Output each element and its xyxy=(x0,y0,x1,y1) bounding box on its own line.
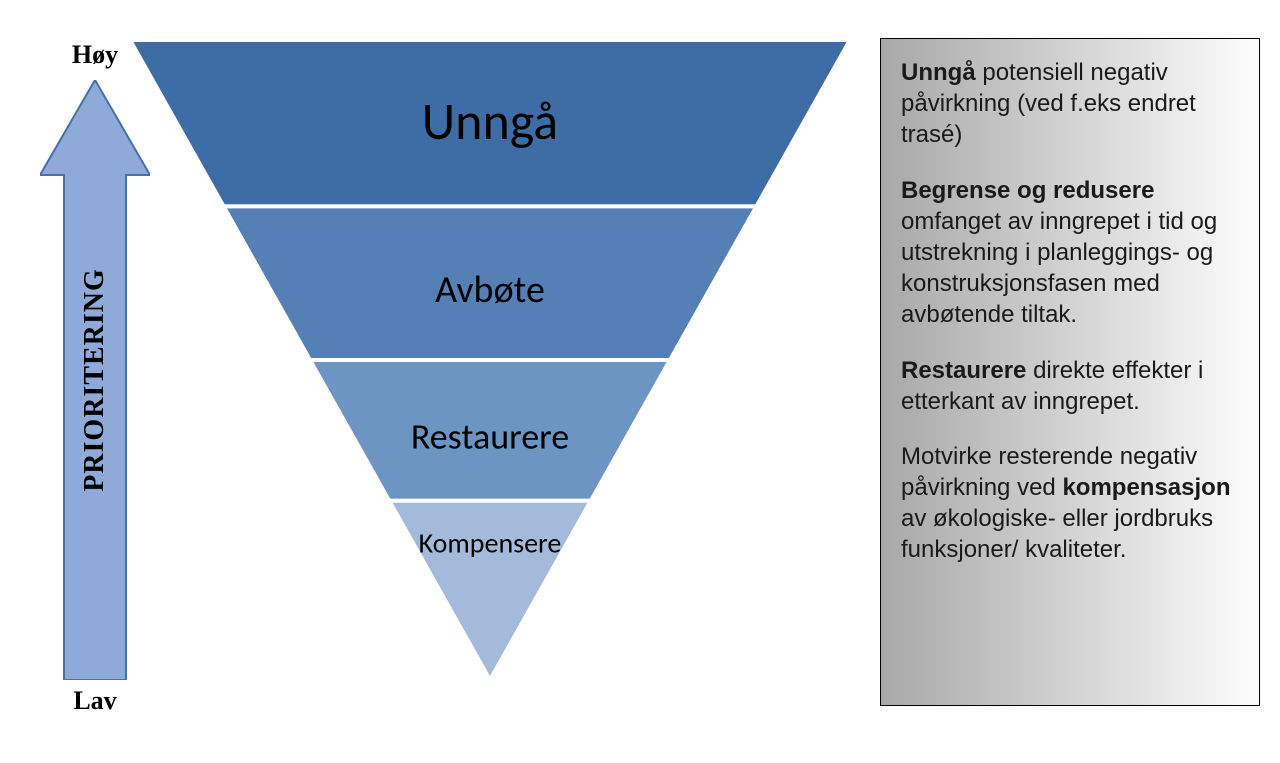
arrow-axis-label: PRIORITERING xyxy=(79,268,111,492)
info-paragraph-2: Restaurere direkte effekter i etterkant … xyxy=(901,355,1239,417)
info-paragraph-1: Begrense og redusere omfanget av inngrep… xyxy=(901,175,1239,331)
pyramid-label-3: Kompensere xyxy=(419,525,562,560)
pyramid-label-1: Avbøte xyxy=(435,267,545,313)
info-text-run: Begrense og redusere xyxy=(901,177,1154,204)
pyramid-section: Unngå Avbøte Restaurere Kompensere xyxy=(120,30,860,710)
pyramid-label-0: Unngå xyxy=(422,89,558,153)
description-panel: Unngå potensiell negativ påvirkning (ved… xyxy=(880,38,1260,706)
diagram-container: Høy PRIORITERING Lav UnngåAvbøteRestaure… xyxy=(0,0,1280,763)
info-text-run: kompensasjon xyxy=(1062,474,1230,501)
info-paragraph-0: Unngå potensiell negativ påvirkning (ved… xyxy=(901,57,1239,151)
info-paragraph-3: Motvirke resterende negativ påvirkning v… xyxy=(901,441,1239,566)
info-text-run: av økologiske- eller jordbruks funksjone… xyxy=(901,505,1213,563)
pyramid-label-2: Restaurere xyxy=(411,415,569,459)
info-text-run: omfanget av inngrepet i tid og utstrekni… xyxy=(901,208,1217,329)
inverted-pyramid-svg: Unngå Avbøte Restaurere Kompensere xyxy=(120,30,860,710)
info-text-run: Unngå xyxy=(901,59,976,86)
info-text-run: Restaurere xyxy=(901,357,1026,384)
